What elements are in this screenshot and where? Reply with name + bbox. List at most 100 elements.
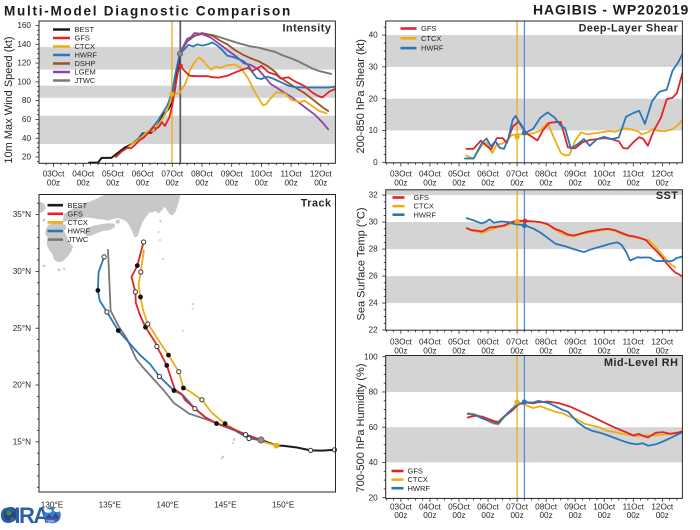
svg-text:08Oct: 08Oct	[535, 338, 558, 347]
svg-text:28: 28	[369, 245, 379, 254]
svg-text:00z: 00z	[423, 179, 436, 188]
svg-text:09Oct: 09Oct	[221, 170, 244, 179]
svg-text:60: 60	[22, 115, 32, 124]
svg-text:00z: 00z	[394, 179, 407, 188]
svg-text:00z: 00z	[656, 511, 669, 520]
svg-text:Mid-Level RH: Mid-Level RH	[604, 357, 678, 369]
svg-text:HWRF: HWRF	[421, 44, 444, 53]
svg-text:20: 20	[369, 94, 379, 103]
svg-text:HWRF: HWRF	[414, 210, 437, 219]
svg-text:HAGIBIS - WP202019: HAGIBIS - WP202019	[533, 2, 689, 18]
svg-text:00z: 00z	[598, 347, 611, 356]
svg-text:00z: 00z	[195, 179, 208, 188]
svg-text:HWRF: HWRF	[68, 227, 91, 236]
svg-text:160: 160	[17, 21, 31, 30]
svg-text:JTWC: JTWC	[68, 235, 89, 244]
svg-text:00z: 00z	[627, 511, 640, 520]
svg-text:30: 30	[369, 218, 379, 227]
svg-text:700-500 hPa Humidity (%): 700-500 hPa Humidity (%)	[355, 363, 367, 492]
svg-text:Intensity: Intensity	[282, 23, 331, 35]
svg-text:06Oct: 06Oct	[132, 170, 155, 179]
svg-text:00z: 00z	[510, 511, 523, 520]
svg-text:07Oct: 07Oct	[506, 503, 529, 512]
svg-text:00z: 00z	[510, 179, 523, 188]
svg-text:00z: 00z	[627, 179, 640, 188]
svg-text:05Oct: 05Oct	[102, 170, 125, 179]
svg-text:GFS: GFS	[75, 34, 90, 43]
svg-text:0: 0	[373, 158, 378, 167]
svg-text:00z: 00z	[598, 179, 611, 188]
svg-text:00z: 00z	[656, 179, 669, 188]
svg-text:00z: 00z	[569, 179, 582, 188]
svg-text:00z: 00z	[47, 179, 60, 188]
svg-text:00z: 00z	[452, 347, 465, 356]
svg-text:12Oct: 12Oct	[310, 170, 333, 179]
svg-text:05Oct: 05Oct	[448, 170, 471, 179]
svg-text:DSHP: DSHP	[75, 59, 96, 68]
svg-text:05Oct: 05Oct	[448, 503, 471, 512]
svg-text:00z: 00z	[656, 347, 669, 356]
svg-text:20: 20	[22, 153, 32, 162]
svg-text:CIRA: CIRA	[0, 503, 49, 525]
svg-text:SST: SST	[656, 190, 679, 202]
svg-text:00z: 00z	[255, 179, 268, 188]
svg-text:06Oct: 06Oct	[477, 170, 500, 179]
svg-text:40: 40	[369, 31, 379, 40]
svg-text:04Oct: 04Oct	[419, 338, 442, 347]
svg-text:BEST: BEST	[75, 25, 95, 34]
svg-text:100: 100	[17, 78, 31, 87]
svg-text:00z: 00z	[510, 347, 523, 356]
svg-text:06Oct: 06Oct	[477, 338, 500, 347]
svg-text:150°E: 150°E	[272, 500, 295, 509]
svg-text:00z: 00z	[314, 179, 327, 188]
svg-text:CTCX: CTCX	[408, 475, 428, 484]
svg-text:130°E: 130°E	[41, 500, 64, 509]
svg-text:00z: 00z	[166, 179, 179, 188]
svg-text:04Oct: 04Oct	[419, 170, 442, 179]
svg-text:30°N: 30°N	[13, 267, 31, 276]
svg-text:CTCX: CTCX	[421, 34, 441, 43]
svg-text:120: 120	[17, 59, 31, 68]
svg-text:BEST: BEST	[68, 201, 88, 210]
svg-text:00z: 00z	[423, 347, 436, 356]
svg-text:11Oct: 11Oct	[623, 338, 645, 347]
svg-text:07Oct: 07Oct	[506, 338, 529, 347]
svg-text:10: 10	[369, 126, 379, 135]
svg-text:11Oct: 11Oct	[623, 170, 645, 179]
svg-text:00z: 00z	[394, 347, 407, 356]
svg-text:145°E: 145°E	[214, 500, 237, 509]
svg-text:HWRF: HWRF	[75, 51, 98, 60]
svg-text:10Oct: 10Oct	[593, 503, 616, 512]
svg-text:10Oct: 10Oct	[593, 170, 616, 179]
svg-text:135°E: 135°E	[99, 500, 122, 509]
svg-text:12Oct: 12Oct	[651, 503, 674, 512]
svg-text:00z: 00z	[539, 511, 552, 520]
svg-text:00z: 00z	[481, 179, 494, 188]
svg-text:CTCX: CTCX	[414, 202, 434, 211]
svg-text:GFS: GFS	[414, 193, 429, 202]
svg-text:GFS: GFS	[68, 209, 83, 218]
svg-text:140°E: 140°E	[156, 500, 179, 509]
svg-text:22: 22	[369, 326, 379, 335]
svg-text:09Oct: 09Oct	[564, 170, 587, 179]
svg-text:04Oct: 04Oct	[419, 503, 442, 512]
svg-text:00z: 00z	[77, 179, 90, 188]
svg-text:03Oct: 03Oct	[43, 170, 66, 179]
svg-text:Deep-Layer Shear: Deep-Layer Shear	[579, 23, 679, 35]
svg-text:CIRA: CIRA	[46, 520, 55, 524]
svg-text:00z: 00z	[539, 179, 552, 188]
svg-text:40: 40	[369, 458, 379, 467]
svg-text:25°N: 25°N	[13, 324, 31, 333]
svg-text:JTWC: JTWC	[75, 76, 96, 85]
svg-text:07Oct: 07Oct	[506, 170, 529, 179]
svg-text:04Oct: 04Oct	[72, 170, 95, 179]
svg-text:00z: 00z	[106, 179, 119, 188]
svg-text:GFS: GFS	[421, 24, 436, 33]
svg-text:00z: 00z	[136, 179, 149, 188]
svg-text:30: 30	[369, 63, 379, 72]
svg-text:11Oct: 11Oct	[623, 503, 645, 512]
svg-text:00z: 00z	[225, 179, 238, 188]
svg-text:LGEM: LGEM	[75, 68, 96, 77]
svg-text:Multi-Model Diagnostic Compari: Multi-Model Diagnostic Comparison	[4, 4, 292, 19]
svg-text:Sea Surface Temp (°C): Sea Surface Temp (°C)	[356, 207, 368, 320]
